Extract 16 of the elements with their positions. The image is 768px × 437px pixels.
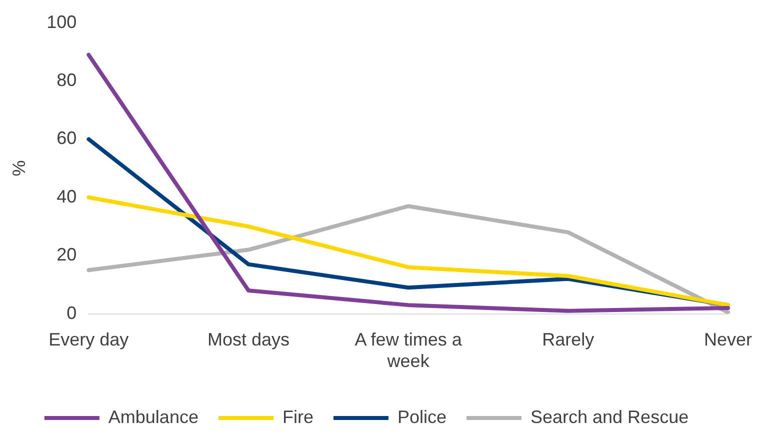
y-tick-label: 100 <box>46 12 77 32</box>
x-tick-label: Most days <box>207 330 290 350</box>
legend-label: Police <box>397 406 446 427</box>
y-axis-title: % <box>8 160 29 176</box>
x-tick-label: Every day <box>48 330 129 350</box>
x-tick-label: Rarely <box>542 330 594 350</box>
y-tick-label: 60 <box>56 128 77 148</box>
legend-label: Search and Rescue <box>530 406 689 427</box>
y-tick-label: 80 <box>56 70 77 90</box>
y-tick-label: 0 <box>66 302 77 323</box>
x-tick-label: A few times a week <box>354 330 463 372</box>
y-tick-label: 20 <box>56 244 77 265</box>
legend-label: Fire <box>282 406 314 427</box>
legend-label: Ambulance <box>108 406 198 427</box>
x-tick-label: Never <box>704 330 752 350</box>
y-tick-label: 40 <box>56 186 77 206</box>
